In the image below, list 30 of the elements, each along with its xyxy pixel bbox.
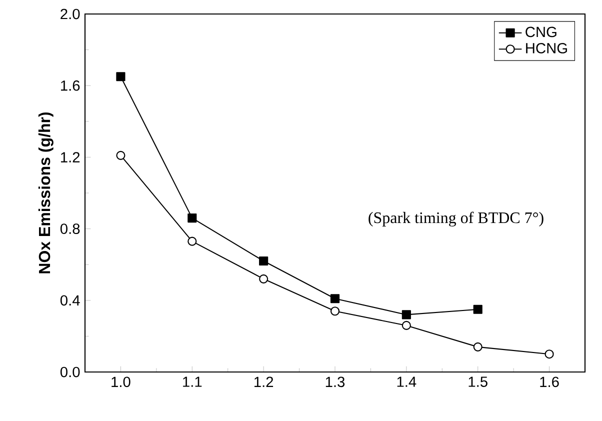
y-tick-label: 1.6 xyxy=(61,80,80,91)
point xyxy=(544,350,554,359)
x-tick-label: 1.0 xyxy=(112,376,130,388)
point xyxy=(259,256,268,266)
annotation: (Spark timing of BTDC 7°) xyxy=(368,212,544,226)
y-tick-label: 0.0 xyxy=(60,366,80,378)
point xyxy=(473,304,482,314)
y-tick-label: 2.0 xyxy=(60,8,80,20)
x-tick-label: 1.5 xyxy=(468,376,488,387)
point xyxy=(188,236,197,246)
y-tick-label: 1.2 xyxy=(61,152,80,162)
x-tick-label: 1.2 xyxy=(254,376,274,387)
x-tick-label: 1.1 xyxy=(183,376,202,387)
legend-label: HCNG xyxy=(526,43,567,54)
point xyxy=(188,214,197,223)
x-tick-label: 1.6 xyxy=(540,376,559,388)
point xyxy=(402,310,411,320)
x-tick-label: 1.4 xyxy=(397,376,416,387)
point xyxy=(473,342,482,352)
y-axis-title: NOx Emissions (g/hr) xyxy=(38,112,54,274)
y-tick-label: 0.4 xyxy=(60,295,80,306)
point xyxy=(116,72,126,82)
point xyxy=(259,274,268,284)
point xyxy=(330,294,340,304)
point xyxy=(116,150,126,160)
x-tick-label: 1.3 xyxy=(326,376,345,388)
point xyxy=(330,306,340,316)
legend-label: CNG xyxy=(526,26,556,38)
point xyxy=(402,320,411,330)
y-tick-label: 0.8 xyxy=(60,224,80,234)
